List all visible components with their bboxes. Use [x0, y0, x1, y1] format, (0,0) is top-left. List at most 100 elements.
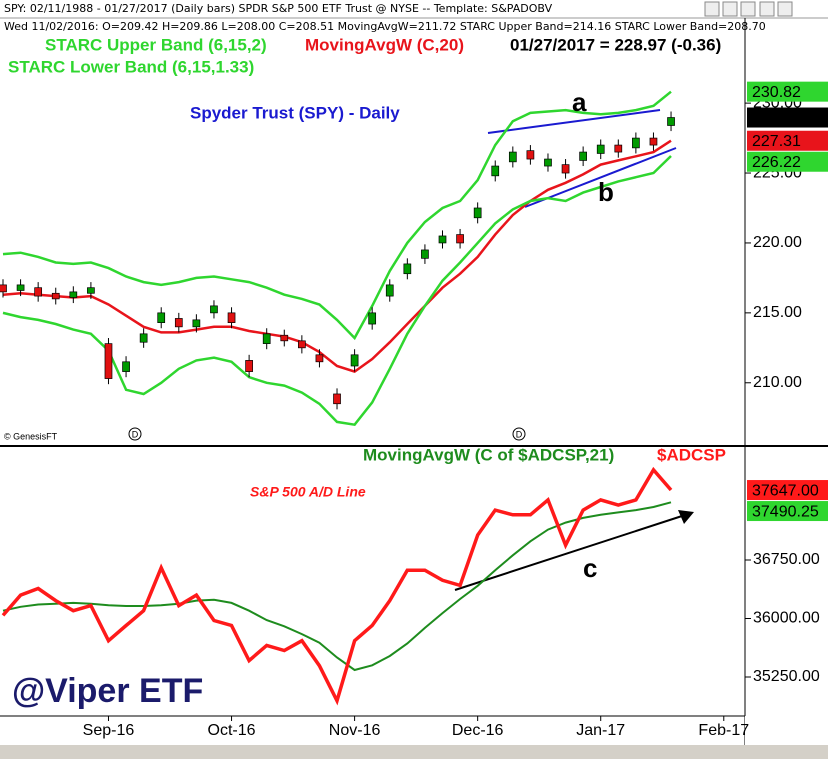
value-label: 37490.25 [752, 503, 819, 520]
x-tick-label: Sep-16 [83, 722, 135, 739]
toolbar-button[interactable] [759, 1, 775, 17]
series-line [1, 466, 673, 706]
x-tick-label: Feb-17 [698, 722, 749, 739]
candle-body [104, 343, 113, 379]
candle-body [0, 284, 7, 293]
candle-body [262, 333, 271, 344]
candle-body [508, 151, 517, 163]
arrowhead [678, 510, 694, 524]
candle-body [298, 340, 306, 349]
event-label: D [132, 429, 139, 439]
y-tick-label: 215.00 [753, 304, 802, 321]
annotation: b [598, 177, 614, 207]
x-tick-label: Nov-16 [329, 722, 381, 739]
trendline [454, 515, 683, 591]
candle-body [403, 263, 412, 275]
header-bar [0, 0, 828, 18]
candle-body [561, 164, 570, 174]
value-label: 37647.00 [752, 482, 819, 499]
plot-layer: 210.00215.00220.00225.00230.0035250.0036… [0, 35, 828, 739]
candle-body [544, 158, 552, 167]
candle-body [69, 291, 78, 298]
value-label: 226.22 [752, 154, 801, 171]
watermark: @Viper ETF [12, 672, 203, 710]
candle-body [614, 144, 623, 153]
series-line [2, 139, 672, 373]
legend-entry: $ADCSP [657, 445, 726, 464]
toolbar-button[interactable] [777, 1, 793, 17]
candle-body [385, 284, 394, 297]
candle-body [632, 137, 640, 149]
candle-body [87, 287, 95, 294]
event-label: D [516, 429, 523, 439]
value-label: 228.97 [752, 110, 801, 127]
annotation: a [572, 87, 587, 117]
y-tick-label: 36750.00 [753, 551, 820, 568]
candle-body [51, 292, 60, 300]
candle-body [456, 234, 464, 244]
trendline [487, 109, 661, 134]
series-line [2, 501, 672, 672]
toolbar [704, 1, 793, 17]
candle-body [315, 354, 324, 363]
status-line: Wed 11/02/2016: O=209.42 H=209.86 L=208.… [4, 20, 766, 33]
legend-entry: MovingAvgW (C of $ADCSP,21) [363, 445, 614, 464]
candle-body [122, 361, 130, 372]
panel-subtitle: S&P 500 A/D Line [250, 484, 366, 500]
candle-body [192, 319, 201, 328]
candle-body [16, 284, 25, 291]
candle-body [333, 393, 341, 405]
value-box [747, 480, 828, 501]
value-box [747, 130, 828, 151]
toolbar-button[interactable] [704, 1, 720, 17]
candle-body [667, 117, 675, 126]
value-label: 227.31 [752, 133, 801, 150]
value-label: 230.82 [752, 84, 801, 101]
status-text: 01/27/2017 = 228.97 (-0.36) [510, 35, 721, 54]
corner [745, 716, 828, 745]
y-tick-label: 35250.00 [753, 668, 820, 685]
legend-entry: STARC Lower Band (6,15,1.33) [8, 57, 254, 76]
toolbar-button[interactable] [740, 1, 756, 17]
value-box [747, 151, 828, 172]
candle-body [210, 305, 218, 314]
x-tick-label: Jan-17 [576, 722, 625, 739]
legend-entry: MovingAvgW (C,20) [305, 35, 464, 54]
event-marker [512, 427, 526, 441]
series-line [2, 155, 672, 427]
candle-body [491, 165, 500, 177]
candle-body [34, 287, 43, 297]
scrollbar[interactable] [0, 745, 828, 759]
chart-title: Spyder Trust (SPY) - Daily [190, 103, 400, 122]
candle-body [139, 333, 148, 343]
candle-body [473, 207, 482, 219]
candle-body [368, 312, 377, 325]
candle-body [227, 312, 236, 323]
candle-body [157, 312, 166, 323]
series-line [2, 90, 672, 341]
candle-body [526, 150, 535, 160]
candle-body [579, 151, 587, 161]
y-tick-label: 36000.00 [753, 610, 820, 627]
y-tick-label: 220.00 [753, 234, 802, 251]
event-marker [128, 427, 142, 441]
candle-body [649, 137, 658, 146]
candle-body [350, 354, 359, 367]
candle-body [174, 318, 183, 328]
candle-body [438, 235, 447, 244]
value-box [747, 501, 828, 522]
x-tick-label: Dec-16 [452, 722, 504, 739]
annotation: c [583, 553, 597, 583]
legend-entry: STARC Upper Band (6,15,2) [45, 35, 267, 54]
trendline [524, 147, 677, 208]
value-box [747, 107, 828, 128]
y-tick-label: 210.00 [753, 374, 802, 391]
candle-body [596, 144, 605, 154]
candle-body [245, 360, 253, 372]
candle-body [421, 249, 429, 259]
candle-body [280, 334, 289, 342]
toolbar-button[interactable] [722, 1, 738, 17]
credit: © GenesisFT [4, 431, 58, 441]
